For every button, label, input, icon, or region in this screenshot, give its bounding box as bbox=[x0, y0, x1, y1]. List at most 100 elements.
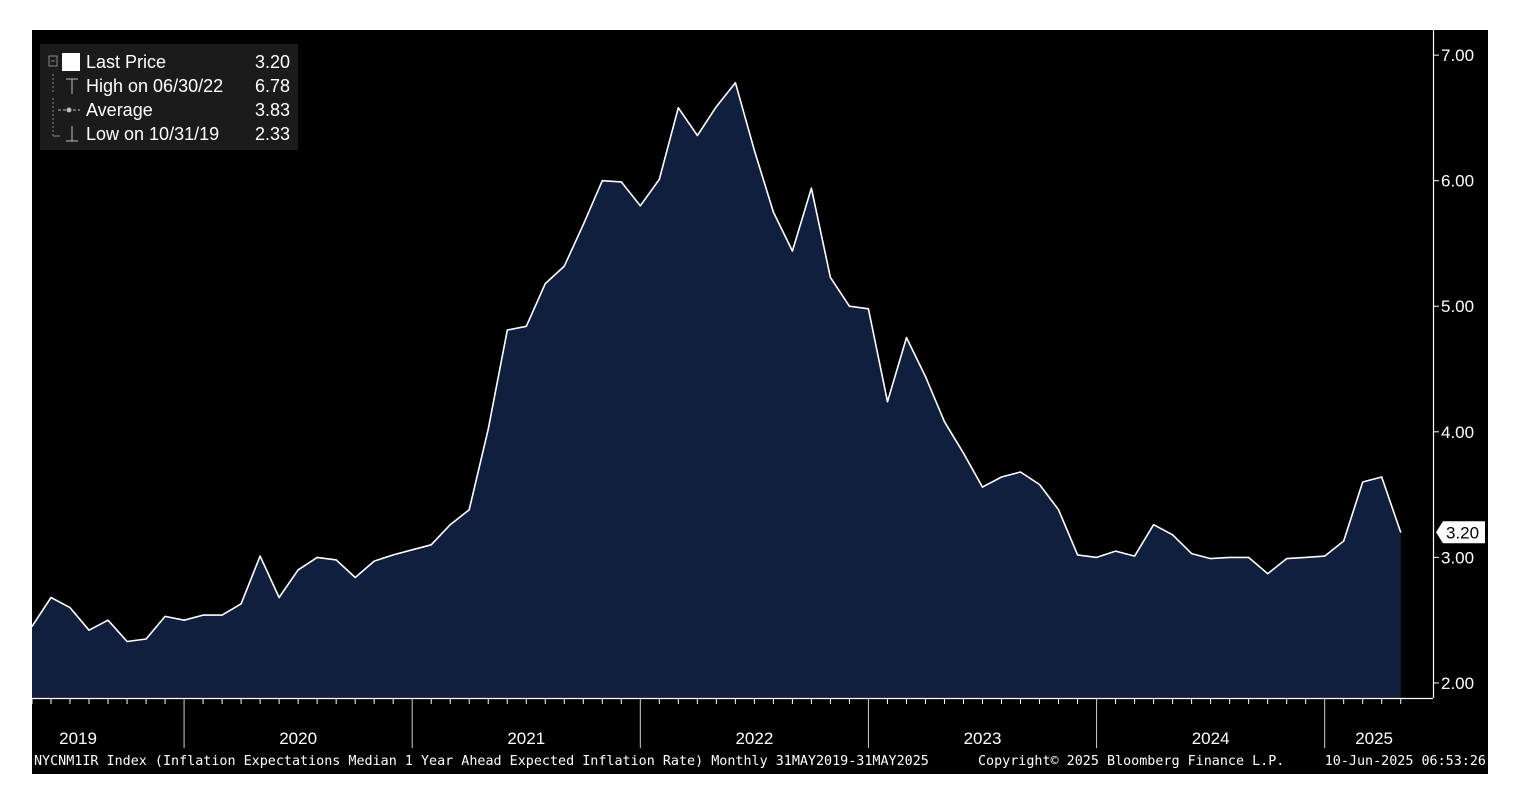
timestamp: 10-Jun-2025 06:53:26 bbox=[1324, 754, 1486, 769]
data-point bbox=[1038, 483, 1041, 486]
data-point bbox=[1000, 476, 1003, 478]
data-point bbox=[259, 555, 261, 557]
data-point bbox=[373, 560, 375, 562]
low-marker-icon bbox=[48, 122, 82, 146]
data-point bbox=[867, 308, 870, 310]
chart-panel: 2.00 3.00 4.00 5.00 6.00 7.00 3.20 2019 2020 2021… bbox=[32, 30, 1488, 774]
legend-row-high: High on 06/30/22 6.78 bbox=[40, 74, 298, 98]
legend-value: 3.83 bbox=[254, 100, 290, 120]
data-point bbox=[221, 614, 223, 616]
data-point bbox=[829, 276, 832, 278]
data-point bbox=[126, 640, 128, 643]
data-point bbox=[753, 149, 756, 152]
legend-value: 3.20 bbox=[254, 52, 290, 72]
data-point bbox=[240, 603, 242, 605]
data-point bbox=[943, 421, 946, 423]
x-tick-label: 2019 bbox=[59, 729, 97, 748]
legend-label: Low on 10/31/19 bbox=[86, 124, 220, 144]
chart-footer: NYCNM1IR Index (Inflation Expectations M… bbox=[32, 750, 1488, 774]
data-point bbox=[297, 569, 299, 571]
data-point bbox=[430, 544, 432, 546]
data-point bbox=[848, 305, 851, 307]
data-point bbox=[1115, 550, 1117, 552]
legend-row-last-price: Last Price 3.20 bbox=[40, 50, 298, 74]
data-point bbox=[278, 596, 280, 599]
data-point bbox=[468, 509, 470, 511]
data-point bbox=[50, 596, 52, 599]
data-point bbox=[1305, 556, 1307, 559]
data-point bbox=[981, 486, 984, 488]
data-point bbox=[183, 619, 185, 621]
y-tick-label: 5.00 bbox=[1441, 297, 1474, 316]
data-point bbox=[886, 401, 889, 403]
data-point bbox=[1153, 524, 1155, 526]
data-point bbox=[88, 629, 90, 631]
legend-label: Average bbox=[86, 100, 153, 120]
data-point bbox=[392, 554, 394, 556]
last-price-marker-icon bbox=[48, 50, 82, 74]
y-tick-label: 7.00 bbox=[1441, 46, 1474, 65]
data-point bbox=[1210, 558, 1212, 560]
data-point bbox=[164, 615, 166, 618]
data-point bbox=[316, 556, 318, 559]
data-point bbox=[810, 187, 813, 189]
y-tick-label: 2.00 bbox=[1441, 674, 1474, 693]
data-point bbox=[449, 524, 451, 526]
data-point bbox=[1248, 556, 1250, 559]
data-point bbox=[506, 329, 508, 331]
data-point bbox=[202, 614, 204, 616]
data-point bbox=[1191, 553, 1193, 555]
series-area bbox=[32, 82, 1401, 698]
data-point bbox=[582, 224, 584, 226]
average-marker-icon bbox=[48, 98, 82, 122]
index-description: NYCNM1IR Index (Inflation Expectations M… bbox=[34, 754, 929, 769]
data-point bbox=[1267, 573, 1269, 575]
data-point bbox=[525, 325, 527, 327]
high-marker-icon bbox=[48, 74, 82, 98]
data-point bbox=[658, 178, 660, 180]
data-point bbox=[1400, 531, 1402, 533]
data-point bbox=[1324, 555, 1326, 557]
data-point bbox=[354, 576, 356, 579]
data-point bbox=[145, 638, 147, 640]
data-point bbox=[32, 625, 33, 627]
y-tick-label: 4.00 bbox=[1441, 423, 1474, 442]
data-point bbox=[411, 549, 413, 551]
x-tick-label: 2023 bbox=[964, 729, 1002, 748]
x-tick-label: 2024 bbox=[1192, 729, 1230, 748]
data-point bbox=[715, 106, 718, 108]
legend-label: Last Price bbox=[86, 52, 167, 72]
legend-value: 2.33 bbox=[254, 124, 290, 144]
y-tick-label: 3.00 bbox=[1441, 548, 1474, 567]
data-point bbox=[677, 107, 679, 109]
y-tick-label: 6.00 bbox=[1441, 172, 1474, 191]
data-point bbox=[1096, 556, 1098, 559]
data-point bbox=[1077, 554, 1079, 556]
data-point bbox=[791, 250, 794, 252]
data-point bbox=[1286, 558, 1288, 560]
data-point bbox=[734, 82, 737, 84]
data-point bbox=[696, 134, 699, 137]
legend-label: High on 06/30/22 bbox=[86, 76, 224, 96]
x-tick-label: 2025 bbox=[1355, 729, 1393, 748]
data-point bbox=[772, 211, 775, 213]
data-point bbox=[107, 619, 109, 621]
data-point bbox=[1343, 540, 1345, 542]
data-point bbox=[601, 180, 603, 182]
data-point bbox=[69, 607, 71, 609]
data-point bbox=[962, 452, 965, 454]
data-point bbox=[924, 376, 927, 378]
x-tick-label: 2020 bbox=[279, 729, 317, 748]
data-point bbox=[1381, 476, 1383, 478]
data-point bbox=[1362, 481, 1364, 483]
data-point bbox=[335, 559, 337, 561]
data-point bbox=[639, 205, 641, 207]
last-price-callout bbox=[1436, 521, 1485, 544]
data-point bbox=[1057, 509, 1060, 511]
legend-row-average: Average 3.83 bbox=[40, 98, 298, 122]
data-point bbox=[1172, 534, 1174, 536]
data-point bbox=[487, 428, 489, 430]
x-tick-label: 2022 bbox=[735, 729, 773, 748]
legend-value: 6.78 bbox=[254, 76, 290, 96]
data-point bbox=[620, 181, 622, 183]
